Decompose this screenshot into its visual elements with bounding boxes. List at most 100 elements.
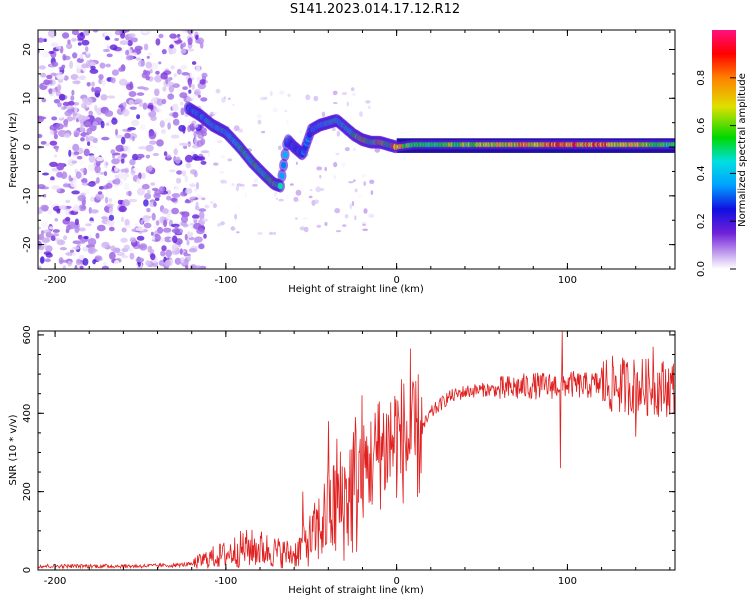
spectrogram-noise-blob (158, 33, 164, 39)
spectrogram-noise-blob (194, 187, 197, 192)
spectrogram-noise-blob (134, 98, 142, 104)
spectrogram-noise-blob (348, 181, 354, 184)
spectrogram-noise-blob (269, 90, 273, 97)
spectrogram-noise-blob (50, 235, 56, 241)
spectrogram-noise-blob (128, 198, 138, 203)
spectrogram-noise-blob (106, 203, 114, 208)
spectrogram-noise-blob (180, 48, 187, 54)
spectrogram-ridge-point (281, 162, 287, 169)
spectrogram-noise-blob (89, 61, 96, 67)
spectrogram-noise-blob (185, 162, 192, 169)
colorbar: 0.0 0.2 0.4 0.6 0.8 Normalized spectral ampl… (696, 30, 748, 277)
spectrogram-noise-blob (152, 152, 159, 157)
spectrogram-noise-blob (145, 154, 151, 159)
spectrogram-noise-blob (191, 61, 197, 65)
spectrogram-noise-blob (114, 174, 119, 179)
spectrogram-noise-blob (87, 182, 96, 187)
spectrogram-noise-blob (129, 81, 133, 89)
spectrogram-noise-blob (58, 205, 67, 210)
spectrogram-noise-blob (220, 179, 227, 184)
spectrogram-noise-blob (180, 101, 184, 106)
spectrogram-noise-blob (150, 231, 154, 236)
spectrogram-noise-blob (92, 259, 96, 265)
spectrogram-noise-blob (213, 203, 217, 209)
x-tick-label: 0 (393, 275, 399, 286)
x-tick-label: -100 (215, 275, 238, 286)
spectrogram-noise-blob (190, 70, 196, 79)
spectrogram-noise-blob (193, 130, 197, 139)
spectrogram-noise-blob (286, 119, 289, 125)
spectrogram-noise-blob (83, 189, 90, 194)
spectrogram-noise-blob (75, 171, 82, 179)
spectrogram-noise-blob (361, 174, 366, 178)
spectrogram-noise-blob (145, 75, 150, 81)
spectrogram-noise-blob (169, 46, 177, 55)
spectrogram-noise-blob (236, 231, 240, 234)
spectrogram-noise-blob (335, 152, 340, 156)
spectrogram-noise-blob (219, 170, 225, 174)
spectrogram-noise-blob (196, 228, 205, 235)
spectrogram-noise-blob (151, 235, 156, 241)
spectrogram-noise-blob (125, 49, 130, 56)
spectrogram-noise-blob (139, 124, 146, 131)
spectrogram-noise-blob (167, 77, 172, 82)
spectrogram-noise-blob (139, 243, 148, 251)
spectrogram-noise-blob (201, 72, 208, 78)
spectrogram-noise-blob (131, 228, 138, 232)
spectrogram-noise-blob (74, 225, 80, 234)
spectrogram-noise-blob (344, 214, 349, 219)
spectrogram-noise-blob (118, 67, 124, 72)
spectrogram-noise-blob (156, 98, 164, 106)
spectrogram-noise-blob (70, 180, 77, 188)
spectrogram-noise-blob (68, 175, 72, 182)
spectrogram-noise-blob (182, 125, 186, 134)
spectrogram-noise-blob (79, 124, 84, 133)
spectrogram-noise-blob (155, 108, 160, 113)
spectrogram-noise-blob (88, 155, 96, 163)
spectrogram-noise-blob (45, 252, 53, 258)
spectrogram-noise-blob (242, 187, 245, 191)
spectrogram-noise-blob (194, 90, 200, 96)
spectrogram-noise-blob (109, 171, 113, 177)
colorbar-tick-label: 0.8 (696, 70, 707, 86)
y-tick-label: 0 (22, 567, 33, 573)
spectrogram-noise-blob (352, 147, 356, 151)
spectrogram-noise-blob (173, 73, 177, 78)
spectrogram-noise-blob (82, 247, 89, 252)
spectrogram-noise-blob (182, 42, 186, 48)
spectrogram-noise-blob (72, 252, 77, 256)
spectrogram-noise-blob (156, 226, 164, 234)
spectrogram-noise-blob (374, 147, 381, 153)
spectrogram-noise-blob (189, 183, 196, 188)
spectrogram-noise-blob (233, 125, 240, 132)
spectrogram-noise-blob (131, 135, 135, 142)
spectrogram-noise-blob (154, 75, 163, 83)
spectrogram-noise-blob (190, 264, 197, 269)
spectrogram-noise-blob (161, 49, 167, 55)
spectrogram-noise-blob (145, 260, 151, 266)
spectrogram-noise-blob (235, 185, 239, 192)
spectrogram-noise-blob (261, 131, 266, 134)
spectrogram-noise-blob (170, 197, 178, 202)
spectrogram-noise-blob (143, 222, 152, 229)
spectrogram-noise-blob (174, 257, 182, 265)
spectrogram-noise-blob (153, 225, 159, 230)
spectrogram-noise-blob (316, 224, 321, 228)
spectrogram-noise-blob (217, 223, 222, 227)
spectrogram-noise-blob (38, 124, 44, 128)
spectrogram-noise-blob (58, 93, 66, 101)
spectrogram-noise-blob (111, 69, 119, 76)
spectrogram-noise-blob (44, 258, 51, 263)
spectrogram-noise-blob (50, 42, 59, 48)
spectrogram-noise-blob (46, 74, 53, 80)
spectrogram-noise-blob (167, 122, 171, 130)
colorbar-label: Normalized spectral amplitude (737, 73, 748, 227)
spectrogram-noise-blob (215, 88, 221, 94)
spectrogram-noise-blob (169, 169, 176, 173)
spectrogram-noise-blob (71, 160, 78, 164)
spectrogram-noise-blob (63, 133, 71, 139)
spectrogram-noise-blob (148, 131, 156, 140)
spectrogram-noise-blob (201, 131, 207, 137)
spectrogram-noise-blob (106, 45, 111, 49)
